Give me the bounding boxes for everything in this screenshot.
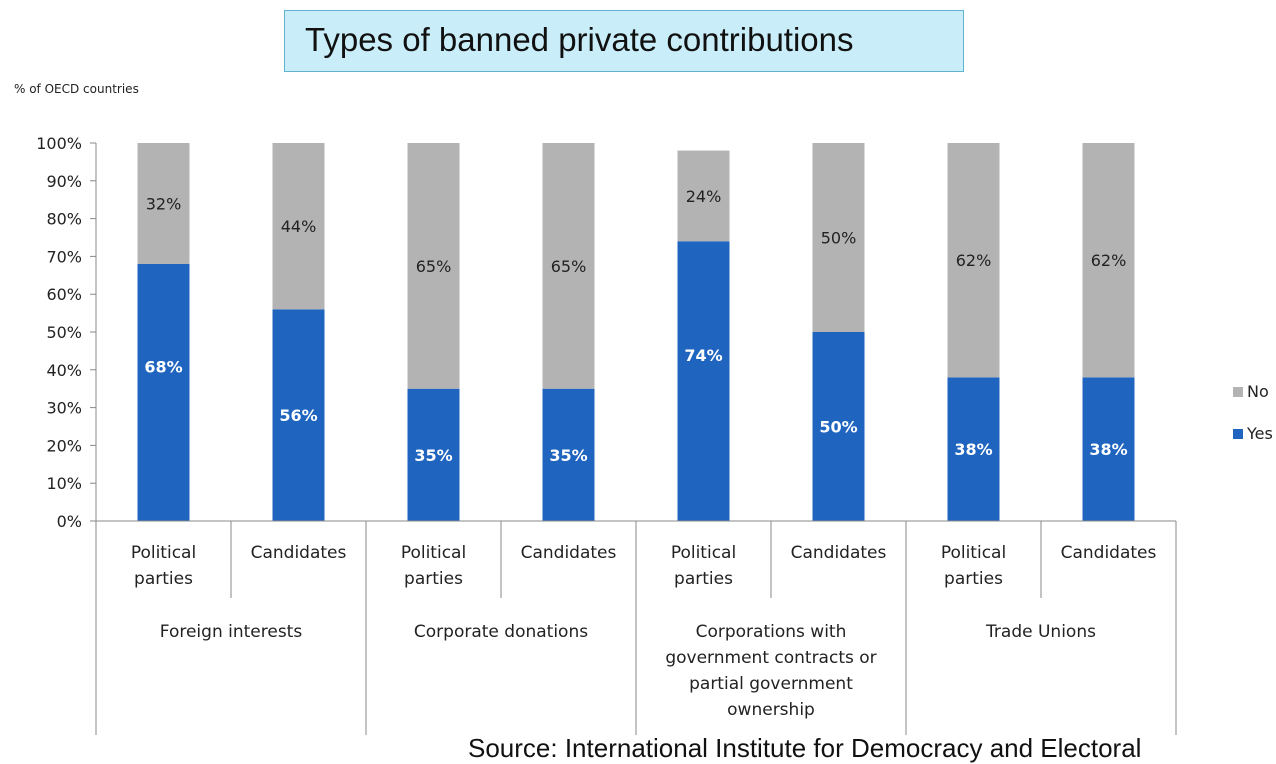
chart-title-box: Types of banned private contributions <box>284 10 964 72</box>
x-tick-label: Candidates <box>251 543 347 563</box>
bar-yes <box>677 241 730 521</box>
legend-swatch-no <box>1233 387 1243 397</box>
x-tick-label: parties <box>404 569 463 589</box>
data-label-no: 65% <box>416 257 452 276</box>
data-label-yes: 50% <box>819 418 857 437</box>
bar-yes <box>407 388 460 521</box>
legend-swatch-yes <box>1233 429 1243 439</box>
group-label: Trade Unions <box>985 622 1096 642</box>
source-note: Source: International Institute for Demo… <box>468 733 1142 763</box>
bar-no <box>1082 143 1135 378</box>
y-tick-label: 10% <box>46 474 82 493</box>
legend-label-yes: Yes <box>1246 424 1273 443</box>
bar-yes <box>947 377 1000 521</box>
data-label-yes: 35% <box>414 446 452 465</box>
legend-label-no: No <box>1247 382 1269 401</box>
data-label-no: 65% <box>551 257 587 276</box>
y-tick-label: 30% <box>46 399 82 418</box>
data-label-no: 44% <box>281 217 317 236</box>
y-tick-label: 40% <box>46 361 82 380</box>
data-label-no: 50% <box>821 229 857 248</box>
group-label: partial government <box>689 674 853 694</box>
x-tick-label: parties <box>134 569 193 589</box>
bar-yes <box>272 309 325 521</box>
x-tick-label: Political <box>401 543 466 563</box>
y-tick-label: 20% <box>46 436 82 455</box>
data-label-yes: 56% <box>279 406 317 425</box>
group-label: Corporate donations <box>414 622 588 642</box>
bar-no <box>947 143 1000 378</box>
data-label-yes: 74% <box>684 346 722 365</box>
data-label-yes: 38% <box>954 440 992 459</box>
x-tick-label: parties <box>944 569 1003 589</box>
data-label-no: 24% <box>686 187 722 206</box>
bar-no <box>812 143 865 332</box>
y-axis-label: % of OECD countries <box>14 82 139 96</box>
data-label-yes: 35% <box>549 446 587 465</box>
data-label-yes: 68% <box>144 357 182 376</box>
x-tick-label: Candidates <box>521 543 617 563</box>
data-label-yes: 38% <box>1089 440 1127 459</box>
x-tick-label: Candidates <box>791 543 887 563</box>
bar-no <box>407 143 460 389</box>
y-tick-label: 100% <box>36 134 82 153</box>
x-tick-label: parties <box>674 569 733 589</box>
chart-title: Types of banned private contributions <box>305 21 854 58</box>
y-tick-label: 50% <box>46 323 82 342</box>
data-label-no: 32% <box>146 194 182 213</box>
y-tick-label: 90% <box>46 172 82 191</box>
bar-yes <box>137 263 190 521</box>
bar-no <box>542 143 595 389</box>
bar-yes <box>812 332 865 521</box>
bar-no <box>137 143 190 264</box>
y-tick-label: 0% <box>57 512 82 531</box>
y-tick-label: 80% <box>46 210 82 229</box>
group-label: Corporations with <box>696 622 847 642</box>
group-label: government contracts or <box>665 648 876 668</box>
group-label: ownership <box>727 700 815 720</box>
bar-yes <box>542 388 595 521</box>
bar-no <box>677 150 730 242</box>
y-tick-label: 70% <box>46 247 82 266</box>
group-label: Foreign interests <box>160 622 303 642</box>
data-label-no: 62% <box>1091 251 1127 270</box>
x-tick-label: Political <box>671 543 736 563</box>
data-label-no: 62% <box>956 251 992 270</box>
bar-no <box>272 143 325 310</box>
x-tick-label: Candidates <box>1061 543 1157 563</box>
x-tick-label: Political <box>941 543 1006 563</box>
bar-yes <box>1082 377 1135 521</box>
y-tick-label: 60% <box>46 285 82 304</box>
x-tick-label: Political <box>131 543 196 563</box>
